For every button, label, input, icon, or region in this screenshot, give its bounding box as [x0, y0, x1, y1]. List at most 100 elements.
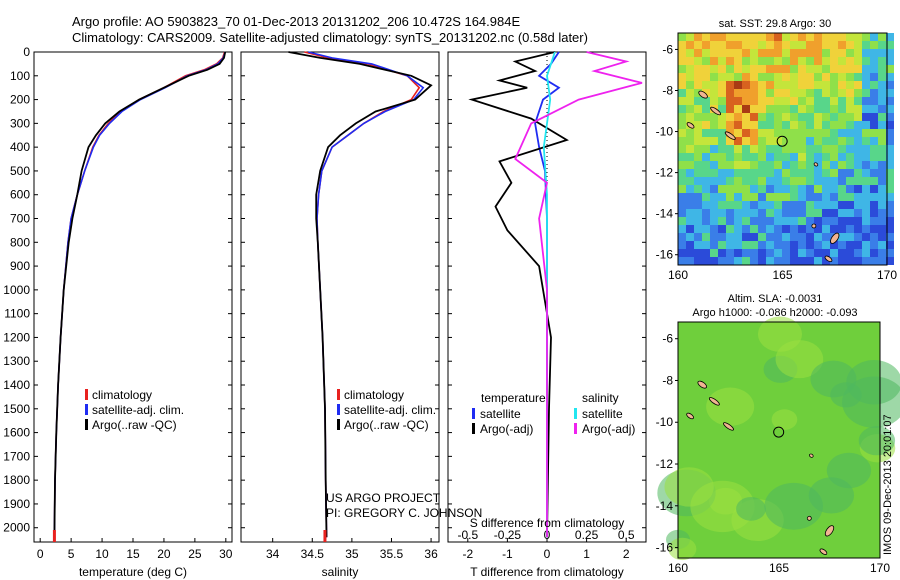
- sst-cell: [726, 97, 734, 105]
- sst-cell: [878, 73, 886, 81]
- sst-cell: [750, 97, 758, 105]
- sst-cell: [886, 217, 894, 225]
- sst-cell: [854, 33, 862, 41]
- legend-label: Argo(..raw -QC): [344, 418, 429, 432]
- sst-cell: [718, 57, 726, 65]
- sst-cell: [854, 57, 862, 65]
- sst-cell: [854, 249, 862, 257]
- sst-cell: [886, 81, 894, 89]
- sst-cell: [798, 49, 806, 57]
- sst-cell: [710, 137, 718, 145]
- sst-cell: [814, 257, 822, 265]
- sst-cell: [678, 217, 686, 225]
- sst-cell: [870, 49, 878, 57]
- sst-cell: [798, 57, 806, 65]
- sst-cell: [790, 177, 798, 185]
- sst-cell: [766, 241, 774, 249]
- sst-cell: [782, 97, 790, 105]
- lat-tick-label: -12: [656, 457, 674, 471]
- lon-tick-label: 170: [870, 561, 890, 575]
- sst-cell: [750, 161, 758, 169]
- x-tick-label: -1: [502, 547, 513, 561]
- sst-cell: [878, 249, 886, 257]
- sst-cell: [782, 57, 790, 65]
- y-tick-label: 900: [10, 259, 30, 273]
- sst-cell: [838, 49, 846, 57]
- sst-cell: [750, 65, 758, 73]
- sst-cell: [830, 65, 838, 73]
- sst-cell: [846, 177, 854, 185]
- sst-cell: [710, 201, 718, 209]
- sst-cell: [718, 105, 726, 113]
- sst-cell: [758, 209, 766, 217]
- sst-cell: [790, 113, 798, 121]
- sst-cell: [822, 89, 830, 97]
- sst-cell: [726, 201, 734, 209]
- sst-cell: [806, 233, 814, 241]
- sst-cell: [870, 169, 878, 177]
- sst-cell: [774, 105, 782, 113]
- sst-cell: [822, 209, 830, 217]
- sla-blob: [690, 480, 755, 533]
- sst-cell: [694, 185, 702, 193]
- sst-cell: [750, 89, 758, 97]
- sst-cell: [870, 105, 878, 113]
- sst-cell: [782, 177, 790, 185]
- legend-swatch: [85, 419, 88, 430]
- legend-swatch: [472, 423, 475, 434]
- sst-cell: [806, 129, 814, 137]
- sst-cell: [838, 137, 846, 145]
- sst-cell: [718, 113, 726, 121]
- sst-cell: [750, 169, 758, 177]
- sst-cell: [862, 97, 870, 105]
- lat-tick-label: -16: [656, 541, 674, 555]
- sst-cell: [814, 129, 822, 137]
- sst-cell: [718, 145, 726, 153]
- sst-cell: [734, 201, 742, 209]
- lat-tick-label: -10: [656, 125, 674, 139]
- sst-cell: [830, 121, 838, 129]
- legend-label: satellite: [582, 407, 623, 421]
- lat-tick-label: -8: [662, 83, 673, 97]
- sst-cell: [782, 209, 790, 217]
- sst-cell: [854, 217, 862, 225]
- sst-cell: [694, 217, 702, 225]
- sst-cell: [782, 137, 790, 145]
- sst-cell: [854, 49, 862, 57]
- sst-cell: [830, 81, 838, 89]
- sst-cell: [694, 57, 702, 65]
- sst-cell: [838, 153, 846, 161]
- sst-cell: [718, 225, 726, 233]
- sst-cell: [678, 73, 686, 81]
- sst-cell: [790, 249, 798, 257]
- sst-cell: [862, 185, 870, 193]
- sst-cell: [806, 161, 814, 169]
- sst-cell: [702, 217, 710, 225]
- sst-cell: [862, 65, 870, 73]
- island-shape: [811, 223, 817, 229]
- sst-cell: [830, 89, 838, 97]
- sst-cell: [854, 129, 862, 137]
- sst-cell: [710, 57, 718, 65]
- sst-cell: [694, 193, 702, 201]
- sst-cell: [686, 81, 694, 89]
- sst-map-title: sat. SST: 29.8 Argo: 30: [719, 18, 832, 30]
- sst-cell: [758, 153, 766, 161]
- sst-cell: [758, 193, 766, 201]
- sst-cell: [870, 193, 878, 201]
- sst-cell: [806, 145, 814, 153]
- sst-cell: [678, 185, 686, 193]
- sst-cell: [726, 49, 734, 57]
- sst-cell: [798, 161, 806, 169]
- sst-cell: [718, 41, 726, 49]
- sst-cell: [886, 73, 894, 81]
- sst-cell: [806, 249, 814, 257]
- sst-cell: [846, 193, 854, 201]
- sst-cell: [790, 129, 798, 137]
- lon-tick-label: 165: [769, 561, 789, 575]
- sst-cell: [782, 201, 790, 209]
- sst-cell: [742, 217, 750, 225]
- sst-cell: [838, 41, 846, 49]
- sst-cell: [710, 129, 718, 137]
- sst-cell: [862, 41, 870, 49]
